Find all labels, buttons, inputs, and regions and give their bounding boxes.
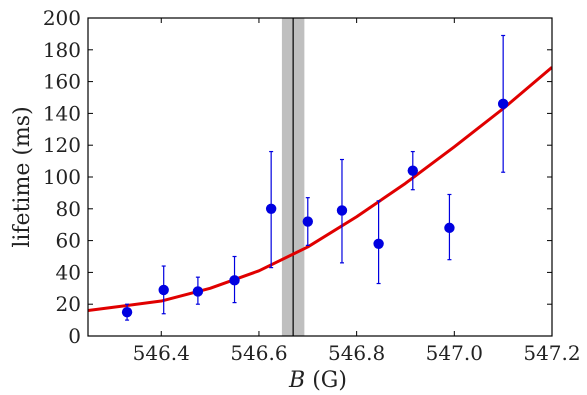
data-point-group bbox=[121, 303, 133, 321]
y-tick-label: 200 bbox=[43, 6, 81, 30]
data-point-group bbox=[497, 34, 509, 173]
y-tick-label: 60 bbox=[56, 229, 81, 253]
data-point bbox=[158, 284, 169, 296]
y-tick-label: 100 bbox=[43, 165, 81, 189]
x-axis-label-variable: B bbox=[288, 368, 305, 393]
fit-curve-layer bbox=[88, 66, 552, 313]
x-axis-label-unit: (G) bbox=[305, 368, 347, 393]
fit-curve bbox=[88, 66, 552, 313]
y-tick-label: 120 bbox=[43, 133, 81, 157]
data-point bbox=[229, 275, 240, 286]
data-point bbox=[302, 216, 313, 227]
resonance-band-layer bbox=[281, 18, 305, 336]
data-point-group bbox=[158, 265, 169, 315]
y-tick-label: 0 bbox=[68, 324, 81, 348]
y-tick-label: 20 bbox=[56, 292, 81, 316]
labels-layer: lifetime (ms) B (G) bbox=[10, 106, 347, 393]
data-point-group bbox=[265, 150, 277, 269]
x-tick-label: 547.0 bbox=[426, 341, 483, 365]
data-point bbox=[265, 203, 277, 214]
x-tick-label: 547.2 bbox=[523, 341, 580, 365]
plot-frame bbox=[87, 17, 553, 337]
data-point-group bbox=[229, 255, 240, 304]
data-point-group bbox=[336, 158, 348, 264]
x-tick-label: 546.6 bbox=[230, 341, 287, 365]
data-point-group bbox=[302, 197, 313, 246]
data-point bbox=[407, 165, 418, 176]
y-axis-label: lifetime (ms) bbox=[10, 106, 35, 247]
y-tick-label: 140 bbox=[43, 101, 81, 125]
y-tick-label: 80 bbox=[56, 197, 81, 221]
y-tick-label: 160 bbox=[43, 70, 81, 94]
data-point bbox=[336, 205, 348, 216]
y-tick-label: 180 bbox=[43, 38, 81, 62]
data-point bbox=[497, 98, 509, 110]
data-point bbox=[121, 306, 133, 318]
axes-layer: 0 20 40 60 80 100 120 140 160 180 200 546.4 546.6 546… bbox=[43, 6, 581, 365]
x-tick-label: 546.4 bbox=[133, 341, 190, 365]
data-point-group bbox=[444, 193, 455, 261]
data-point bbox=[373, 238, 384, 249]
data-point-group bbox=[192, 276, 204, 305]
x-tick-label: 546.8 bbox=[328, 341, 385, 365]
data-point bbox=[192, 286, 204, 297]
data-point-group bbox=[407, 150, 418, 191]
data-point-group bbox=[373, 200, 384, 285]
data-point bbox=[444, 222, 455, 234]
y-tick-label: 40 bbox=[56, 260, 81, 284]
data-points-layer bbox=[121, 34, 509, 321]
x-axis-label: B (G) bbox=[288, 368, 347, 393]
